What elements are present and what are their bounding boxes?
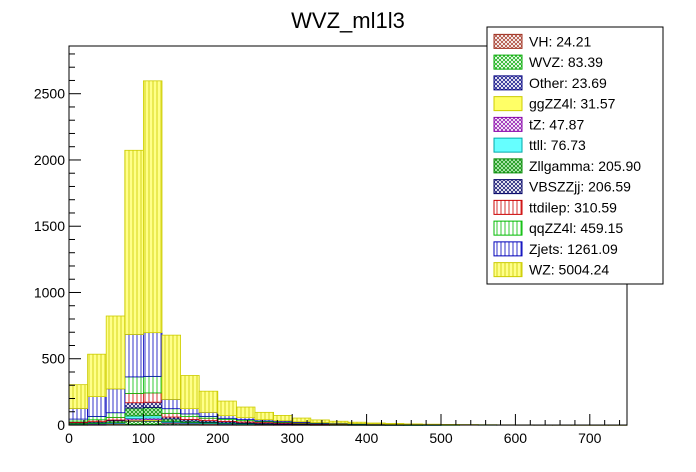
legend-swatch-Other bbox=[493, 75, 523, 91]
bar-WZ-bin-50 bbox=[105, 315, 126, 390]
bar-WZ-bin-225 bbox=[235, 406, 256, 419]
legend-entry-tZ: tZ: 47.87 bbox=[529, 116, 584, 132]
y-tick-label: 500 bbox=[42, 351, 66, 367]
bar-Zjets-bin-100 bbox=[142, 332, 163, 377]
bar-WZ-bin-100 bbox=[142, 80, 163, 334]
legend-entry-qqZZ4l: qqZZ4l: 459.15 bbox=[529, 220, 623, 236]
bar-WZ-bin-350 bbox=[328, 420, 349, 424]
bar-WZ-bin-250 bbox=[254, 411, 275, 421]
bar-VBSZZjj-bin-75 bbox=[124, 402, 144, 409]
legend-entry-Other: Other: 23.69 bbox=[529, 75, 607, 91]
y-tick-label: 1000 bbox=[34, 284, 65, 300]
bar-WZ-bin-375 bbox=[347, 421, 368, 424]
bar-WZ-bin-275 bbox=[273, 415, 293, 422]
legend-entry-VBSZZjj: VBSZZjj: 206.59 bbox=[529, 179, 631, 195]
bar-qqZZ4l-bin-100 bbox=[142, 375, 163, 394]
legend-swatch-Zllgamma bbox=[493, 158, 523, 174]
bar-qqZZ4l-bin-75 bbox=[124, 376, 144, 394]
bar-WZ-bin-75 bbox=[124, 149, 144, 335]
x-tick-label: 600 bbox=[504, 430, 528, 446]
bar-Zjets-bin-125 bbox=[161, 399, 182, 410]
bar-WZ-bin-25 bbox=[87, 353, 107, 398]
bar-Zjets-bin-50 bbox=[105, 388, 126, 414]
y-tick-label: 0 bbox=[57, 417, 65, 433]
bar-Zllgamma-bin-75 bbox=[124, 407, 144, 417]
bar-WZ-bin-300 bbox=[291, 417, 312, 423]
x-tick-label: 500 bbox=[429, 430, 453, 446]
legend-swatch-VH bbox=[493, 33, 523, 49]
chart-title: WVZ_ml1l3 bbox=[291, 8, 405, 33]
bar-Zjets-bin-175 bbox=[198, 411, 219, 417]
legend-entry-ttll: ttll: 76.73 bbox=[529, 137, 586, 153]
bar-WVZ-bin-100 bbox=[142, 420, 163, 425]
x-axis: 0 100 200 300 400 500 600 700 bbox=[65, 414, 621, 446]
bar-Zjets-bin-75 bbox=[124, 334, 144, 378]
x-tick-label: 700 bbox=[578, 430, 602, 446]
legend-entry-VH: VH: 24.21 bbox=[529, 33, 591, 49]
axes: 0 100 200 300 400 500 600 700 0 500 1000 1500 2000 25… bbox=[34, 53, 621, 446]
bar-qqZZ4l-bin-125 bbox=[161, 408, 182, 414]
bar-Zjets-bin-25 bbox=[87, 396, 107, 417]
legend: VH: 24.21 WVZ: 83.39 Other: 23.69 ggZZ4l: 3… bbox=[486, 26, 664, 285]
bar-WZ-bin-175 bbox=[198, 390, 219, 413]
bar-WZ-bin-0 bbox=[68, 384, 89, 409]
legend-swatch-VBSZZjj bbox=[493, 179, 523, 195]
legend-entry-Zllgamma: Zllgamma: 205.90 bbox=[529, 158, 641, 174]
bar-ttdilep-bin-100 bbox=[142, 392, 163, 403]
bar-Zllgamma-bin-100 bbox=[142, 407, 163, 417]
legend-swatch-Zjets bbox=[493, 241, 523, 257]
legend-entry-ggZZ4l: ggZZ4l: 31.57 bbox=[529, 96, 616, 112]
legend-swatch-tZ bbox=[493, 116, 523, 132]
legend-entry-WZ: WZ: 5004.24 bbox=[529, 262, 609, 278]
legend-swatch-ttdilep bbox=[493, 199, 523, 215]
y-tick-label: 2000 bbox=[34, 152, 65, 168]
legend-swatch-ggZZ4l bbox=[493, 96, 523, 112]
x-tick-label: 0 bbox=[65, 430, 73, 446]
bar-WZ-bin-200 bbox=[217, 400, 237, 417]
legend-swatch-ttll bbox=[493, 137, 523, 153]
bar-ttdilep-bin-125 bbox=[161, 412, 182, 418]
x-tick-label: 200 bbox=[206, 430, 230, 446]
legend-entry-ttdilep: ttdilep: 310.59 bbox=[529, 199, 617, 215]
y-tick-label: 1500 bbox=[34, 218, 65, 234]
x-tick-label: 100 bbox=[132, 430, 156, 446]
legend-swatch-qqZZ4l bbox=[493, 220, 523, 236]
legend-box bbox=[486, 26, 664, 285]
bar-qqZZ4l-bin-50 bbox=[105, 412, 126, 418]
x-tick-label: 400 bbox=[355, 430, 379, 446]
bar-WZ-bin-150 bbox=[180, 375, 200, 410]
legend-entry-Zjets: Zjets: 1261.09 bbox=[529, 241, 618, 257]
bar-ttdilep-bin-75 bbox=[124, 393, 144, 404]
bar-WZ-bin-425 bbox=[384, 423, 405, 425]
x-tick-label: 300 bbox=[281, 430, 305, 446]
bar-VBSZZjj-bin-100 bbox=[142, 401, 163, 408]
bar-WZ-bin-325 bbox=[310, 419, 330, 423]
legend-entry-WVZ: WVZ: 83.39 bbox=[529, 54, 603, 70]
y-tick-label: 2500 bbox=[34, 86, 65, 102]
bar-Zjets-bin-150 bbox=[180, 408, 200, 415]
bar-WZ-bin-400 bbox=[366, 422, 386, 425]
y-axis: 0 500 1000 1500 2000 2500 bbox=[34, 53, 81, 433]
bar-qqZZ4l-bin-25 bbox=[87, 416, 107, 421]
bar-Zjets-bin-0 bbox=[68, 408, 89, 420]
legend-swatch-WZ bbox=[493, 262, 523, 278]
bar-WZ-bin-125 bbox=[161, 334, 182, 400]
legend-swatch-WVZ bbox=[493, 54, 523, 70]
bar-ttdilep-bin-150 bbox=[180, 416, 200, 420]
